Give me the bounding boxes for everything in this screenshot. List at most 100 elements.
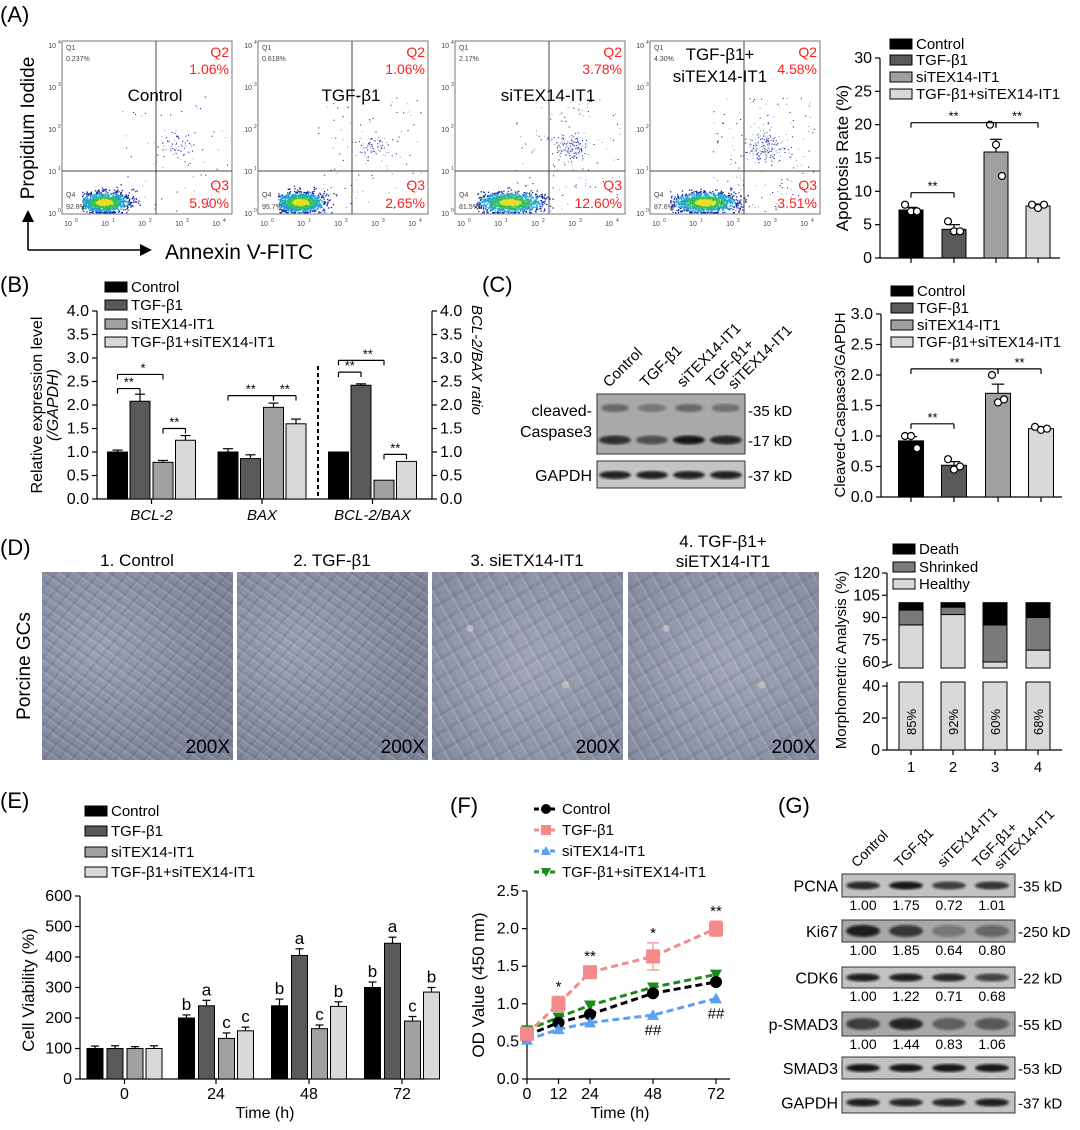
event-dot	[505, 204, 507, 206]
event-dot	[326, 198, 329, 201]
quadrant-name: Q4	[262, 192, 271, 199]
event-dot	[371, 138, 373, 140]
event-dot	[286, 208, 288, 211]
event-dot	[492, 204, 494, 206]
event-dot	[531, 197, 533, 199]
event-dot	[87, 199, 89, 201]
event-dot	[102, 206, 104, 209]
event-dot	[547, 137, 549, 139]
event-dot	[562, 149, 564, 151]
event-dot	[285, 211, 287, 213]
event-dot	[740, 194, 742, 197]
x-tick-exponent: 2	[542, 218, 545, 224]
event-dot	[372, 117, 374, 120]
panel-label-g: (G)	[778, 793, 810, 818]
event-dot	[291, 204, 293, 206]
event-dot	[560, 148, 562, 150]
event-dot	[559, 145, 561, 147]
event-dot	[121, 200, 123, 202]
event-dot	[313, 208, 315, 210]
event-dot	[112, 210, 114, 212]
y-tick-label: 10	[48, 127, 56, 134]
event-dot	[115, 199, 118, 202]
event-dot	[532, 206, 534, 209]
event-dot	[84, 197, 87, 199]
event-dot	[545, 197, 548, 199]
event-dot	[336, 195, 338, 197]
event-dot	[305, 196, 307, 198]
event-dot	[296, 204, 298, 206]
event-dot	[568, 147, 570, 149]
event-dot	[694, 197, 696, 199]
event-dot	[502, 197, 504, 199]
event-dot	[506, 202, 509, 204]
event-dot	[594, 186, 596, 188]
event-dot	[567, 106, 569, 108]
event-dot	[114, 197, 116, 199]
event-dot	[100, 209, 102, 211]
event-dot	[514, 200, 516, 203]
event-dot	[111, 199, 113, 201]
event-dot	[704, 193, 706, 195]
event-dot	[313, 203, 315, 205]
event-dot	[575, 148, 577, 150]
event-dot	[285, 200, 287, 203]
event-dot	[123, 205, 125, 207]
event-dot	[501, 203, 504, 206]
event-dot	[192, 176, 194, 178]
event-dot	[517, 206, 520, 208]
event-dot	[295, 203, 297, 206]
event-dot	[116, 205, 118, 207]
event-dot	[533, 202, 535, 205]
event-dot	[89, 209, 91, 211]
event-dot	[564, 142, 566, 144]
event-dot	[306, 201, 308, 203]
event-dot	[707, 210, 709, 213]
event-dot	[727, 199, 729, 201]
event-dot	[728, 196, 730, 198]
event-dot	[111, 208, 113, 210]
event-dot	[285, 210, 287, 212]
event-dot	[504, 199, 506, 201]
event-dot	[722, 212, 724, 214]
event-dot	[500, 202, 502, 204]
event-dot	[291, 195, 293, 197]
event-dot	[294, 212, 296, 214]
event-dot	[684, 196, 687, 198]
event-dot	[715, 212, 717, 214]
event-dot	[101, 190, 103, 192]
event-dot	[544, 209, 546, 212]
event-dot	[531, 208, 534, 211]
event-dot	[736, 206, 738, 209]
event-dot	[85, 193, 88, 195]
event-dot	[95, 200, 97, 202]
event-dot	[129, 203, 131, 206]
event-dot	[96, 212, 99, 214]
event-dot	[565, 186, 567, 188]
event-dot	[488, 198, 490, 200]
event-dot	[392, 139, 394, 141]
event-dot	[124, 200, 126, 202]
event-dot	[541, 195, 543, 197]
event-dot	[294, 190, 296, 193]
event-dot	[326, 205, 328, 207]
event-dot	[495, 207, 497, 210]
event-dot	[134, 113, 136, 115]
event-dot	[161, 198, 163, 200]
event-dot	[130, 201, 132, 204]
event-dot	[278, 193, 280, 195]
event-dot	[187, 164, 189, 166]
event-dot	[119, 196, 122, 198]
event-dot	[95, 210, 97, 212]
quadrant-value: 0.618%	[262, 56, 286, 63]
event-dot	[87, 199, 90, 202]
event-dot	[484, 198, 486, 200]
event-dot	[377, 147, 379, 149]
event-dot	[302, 195, 305, 197]
event-dot	[387, 152, 390, 154]
event-dot	[298, 206, 301, 208]
event-dot	[284, 198, 286, 200]
event-dot	[157, 154, 159, 156]
event-dot	[165, 137, 167, 139]
event-dot	[303, 197, 306, 200]
